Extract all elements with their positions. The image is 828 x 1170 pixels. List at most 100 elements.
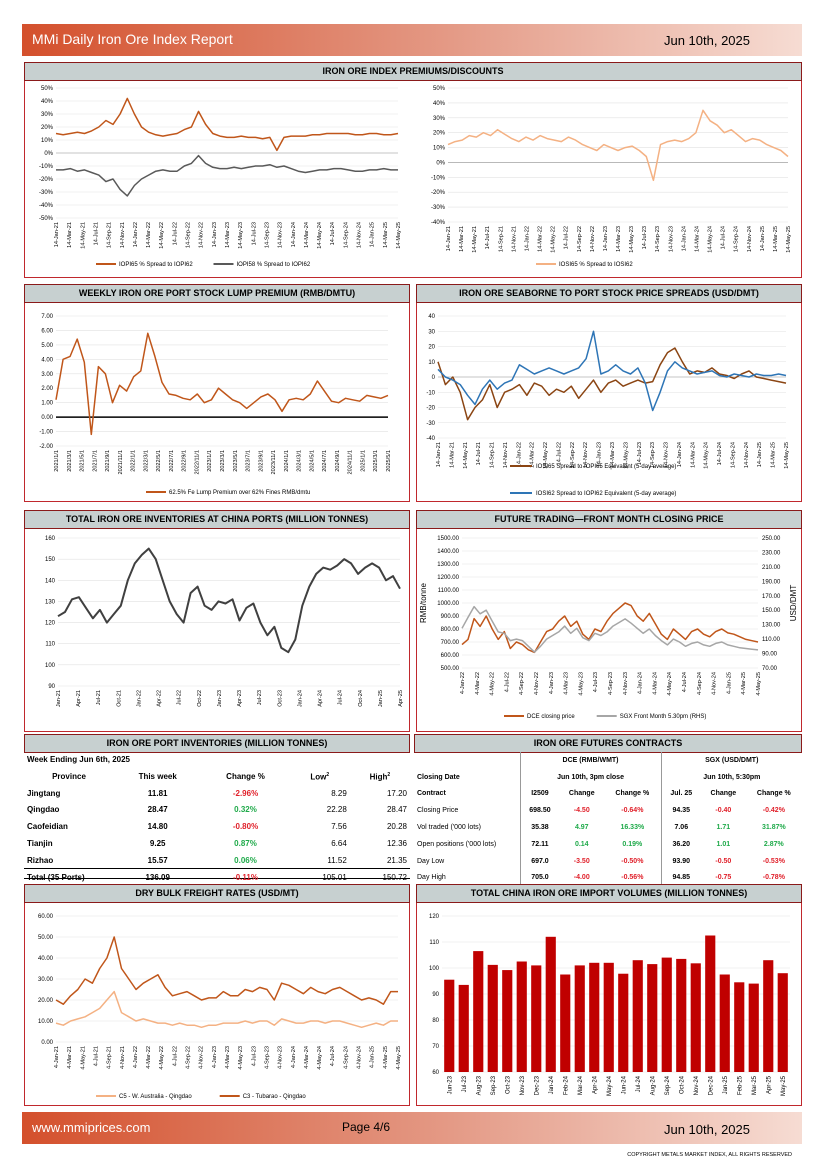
x-tick-label: 4-May-24 bbox=[667, 672, 673, 696]
x-tick-label: 14-Nov-23 bbox=[278, 222, 284, 248]
x-tick-label: 2023/3/1 bbox=[220, 450, 226, 472]
table-row: Jingtang 11.81 -2.96% 8.29 17.20 bbox=[24, 785, 410, 802]
y2-tick-label: 130.00 bbox=[762, 623, 781, 629]
x-tick-label: 4-Mar-25 bbox=[741, 672, 747, 695]
bar bbox=[705, 935, 716, 1072]
y-tick-label: 1300.00 bbox=[437, 562, 459, 568]
x-tick-label: 4-Mar-23 bbox=[564, 672, 570, 695]
th-high-sup: 2 bbox=[387, 771, 391, 778]
x-tick-label: 14-Jan-25 bbox=[370, 222, 376, 247]
x-tick-label: Feb-24 bbox=[563, 1075, 569, 1095]
freight-chart: 60.0050.0040.0030.0020.0010.000.004-Jan-… bbox=[38, 914, 402, 1100]
bar bbox=[777, 973, 788, 1072]
x-tick-label: Aug-24 bbox=[650, 1075, 656, 1095]
table-cell: Jingtang bbox=[27, 788, 61, 798]
contracts-group-row: DCE (RMB/WMT) SGX (USD/DMT) bbox=[414, 752, 802, 769]
x-tick-label: 14-May-21 bbox=[80, 222, 86, 249]
y-tick-label: 30.00 bbox=[38, 977, 54, 983]
report-footer: www.mmiprices.com Page 4/6 Jun 10th, 202… bbox=[22, 1112, 802, 1144]
y-tick-label: 10 bbox=[428, 360, 435, 366]
y-tick-label: -10 bbox=[426, 390, 435, 396]
table-cell: -0.80% bbox=[232, 822, 259, 832]
series-line-1 bbox=[56, 154, 398, 197]
series-line-0 bbox=[447, 109, 789, 182]
table-cell: -0.64% bbox=[621, 807, 644, 815]
x-tick-label: Oct-22 bbox=[197, 690, 203, 707]
lump-panel bbox=[24, 284, 410, 502]
y2-tick-label: 90.00 bbox=[762, 652, 778, 658]
x-tick-label: 14-Nov-23 bbox=[668, 226, 674, 252]
x-tick-label: 14-Nov-24 bbox=[744, 442, 750, 468]
y-tick-label: 7.00 bbox=[41, 314, 53, 320]
x-tick-label: 14-Sep-21 bbox=[490, 442, 496, 468]
x-tick-label: Apr-25 bbox=[398, 690, 404, 707]
y-tick-label: 0 bbox=[432, 375, 436, 381]
x-tick-label: 2023/1/1 bbox=[207, 450, 213, 472]
table-cell: -0.56% bbox=[621, 874, 644, 882]
x-tick-label: 2021/3/1 bbox=[67, 450, 73, 472]
x-tick-label: 14-Mar-23 bbox=[616, 226, 622, 252]
contracts-blank bbox=[414, 752, 520, 769]
table-cell: 17.20 bbox=[386, 788, 407, 798]
x-tick-label: 14-Jul-24 bbox=[330, 222, 336, 245]
report-title: MMi Daily Iron Ore Index Report bbox=[32, 31, 233, 47]
freight-title: DRY BULK FREIGHT RATES (USD/MT) bbox=[24, 884, 410, 903]
x-tick-label: Oct-23 bbox=[277, 690, 283, 707]
x-tick-label: 14-Sep-21 bbox=[498, 226, 504, 252]
x-tick-label: Apr-22 bbox=[157, 690, 163, 707]
x-tick-label: 14-Mar-25 bbox=[383, 222, 389, 248]
table-cell: Rizhao bbox=[27, 855, 54, 865]
x-tick-label: 14-Jul-22 bbox=[556, 442, 562, 465]
table-row: Tianjin 9.25 0.87% 6.64 12.36 bbox=[24, 835, 410, 852]
y-tick-label: 10% bbox=[433, 146, 446, 152]
table-cell: -0.53% bbox=[762, 857, 785, 865]
x-tick-label: 14-Jan-21 bbox=[54, 222, 60, 247]
x-tick-label: Apr-21 bbox=[76, 690, 82, 707]
x-tick-label: 2024/11/1 bbox=[348, 450, 354, 474]
table-cell: 31.87% bbox=[761, 824, 786, 832]
x-tick-label: Nov-24 bbox=[694, 1075, 700, 1095]
y-tick-label: 40% bbox=[433, 101, 446, 107]
x-tick-label: 4-Jan-25 bbox=[726, 672, 732, 694]
x-tick-label: 4-May-24 bbox=[317, 1046, 323, 1070]
bar bbox=[516, 961, 527, 1072]
y-tick-label: -20 bbox=[426, 406, 435, 412]
x-tick-label: Jun-24 bbox=[621, 1075, 627, 1094]
website-link[interactable]: www.mmiprices.com bbox=[32, 1120, 151, 1135]
x-tick-label: 14-Mar-21 bbox=[67, 222, 73, 248]
futures-chart: 1500.00 1400.00 1300.00 1200.00 1100.00 1000.… bbox=[419, 536, 798, 720]
x-tick-label: 14-Mar-21 bbox=[459, 226, 465, 252]
bar bbox=[545, 936, 556, 1072]
table-cell: Total (35 Ports) bbox=[27, 872, 85, 882]
x-tick-label: 2025/3/1 bbox=[373, 450, 379, 472]
table-cell: Change % bbox=[756, 790, 791, 798]
table-cell: Open positions ('000 lots) bbox=[417, 840, 497, 848]
legend-label: IOPI58 % Spread to IOPI62 bbox=[237, 262, 311, 268]
y-tick-label: 40 bbox=[428, 314, 435, 320]
x-tick-label: 4-Mar-25 bbox=[383, 1046, 389, 1069]
bar bbox=[574, 965, 585, 1072]
x-tick-label: 14-May-23 bbox=[629, 226, 635, 253]
x-tick-label: 4-Nov-21 bbox=[120, 1046, 126, 1069]
x-tick-label: 14-Nov-21 bbox=[120, 222, 126, 248]
x-tick-label: 14-Jul-24 bbox=[721, 226, 727, 249]
imports-title: TOTAL CHINA IRON ORE IMPORT VOLUMES (MIL… bbox=[416, 884, 802, 903]
y-tick-label: 500.00 bbox=[441, 666, 460, 672]
x-tick-label: 14-Jul-22 bbox=[564, 226, 570, 249]
x-tick-label: 2023/7/1 bbox=[246, 450, 252, 472]
premiums-panel bbox=[24, 62, 802, 278]
legend-label: IOSI65 % Spread to IOSI62 bbox=[559, 262, 633, 268]
y2-tick-label: 110.00 bbox=[762, 637, 781, 643]
series-line-0 bbox=[57, 547, 401, 654]
x-tick-label: Jan-25 bbox=[378, 690, 384, 707]
lump-chart: 7.00 6.00 5.00 4.00 3.00 2.00 1.00 0.00 -1.00 -2.… bbox=[39, 314, 392, 496]
y-tick-label: 50% bbox=[433, 86, 446, 92]
x-tick-label: 14-Mar-22 bbox=[538, 226, 544, 252]
table-cell: 21.35 bbox=[386, 855, 407, 865]
premiums-left-chart: 50%40%30%20%10%0%-10%-20%-30%-40%-50%14-… bbox=[39, 86, 402, 268]
copyright: COPYRIGHT METALS MARKET INDEX, ALL RIGHT… bbox=[627, 1152, 792, 1158]
table-cell: -0.40 bbox=[715, 807, 732, 815]
y-tick-label: 10% bbox=[41, 138, 54, 144]
freight-panel bbox=[24, 884, 410, 1106]
port-inventories-table: Province This week Change % Low2 High2 J… bbox=[24, 768, 410, 886]
